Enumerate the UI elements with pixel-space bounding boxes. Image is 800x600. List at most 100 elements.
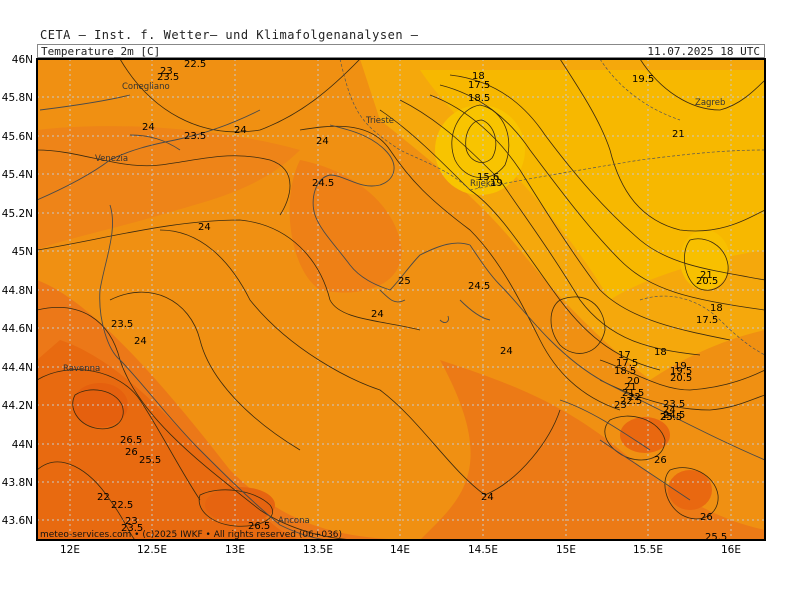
contour-label: 24 (198, 222, 211, 233)
y-tick: 45N (12, 246, 33, 258)
y-tick: 45.8N (2, 92, 33, 104)
y-tick: 46N (12, 54, 33, 66)
contour-label: 24 (134, 336, 147, 347)
x-tick: 16E (721, 544, 741, 556)
borders (339, 59, 765, 356)
contour-label: 23 (125, 516, 138, 527)
y-tick: 44.2N (2, 400, 33, 412)
y-tick: 45.6N (2, 131, 33, 143)
contour-label: 19 (490, 178, 503, 189)
x-tick: 13E (225, 544, 245, 556)
contour-label: 15.6 (477, 172, 499, 183)
y-tick: 45.4N (2, 169, 33, 181)
y-axis: 46N 45.8N 45.6N 45.4N 45.2N 45N 44.8N 44… (2, 54, 33, 527)
city-label: Ravenna (63, 364, 100, 374)
x-tick: 14.5E (468, 544, 498, 556)
contour-label: 23 (160, 66, 173, 77)
contour-label: 21 (624, 382, 637, 393)
x-tick: 15E (556, 544, 576, 556)
field-hot-north (37, 126, 300, 250)
contour-label: 23.5 (184, 131, 206, 142)
contour-label: 26 (654, 455, 667, 466)
contour-label: 22.5 (620, 396, 642, 407)
contour-labels: 22.5 23 23.5 24 23.5 24 24 24.5 24 25 24… (97, 59, 727, 543)
contour-label: 24.5 (663, 410, 685, 421)
contour-label: 20 (627, 376, 640, 387)
source-header: CETA — Inst. f. Wetter— und Klimafolgena… (40, 28, 419, 42)
contour-label: 18.5 (614, 366, 636, 377)
contour-label: 22.5 (184, 59, 206, 70)
field-hot-spot-s (205, 487, 275, 523)
contour-label: 24.5 (468, 281, 490, 292)
contour-label: 24 (500, 346, 513, 357)
contour-label: 24.5 (312, 178, 334, 189)
contour-label: 24 (371, 309, 384, 320)
city-label: Zagreb (695, 98, 725, 108)
y-tick: 44.6N (2, 323, 33, 335)
contour-label: 19 (674, 361, 687, 372)
contour-label: 24 (481, 492, 494, 503)
contour-label: 25 (660, 412, 673, 423)
contour-label: 17 (618, 350, 631, 361)
city-label: Conegliano (122, 82, 170, 92)
field-cold-core-east (680, 230, 730, 290)
map-field (37, 59, 765, 540)
contour-label: 23.5 (111, 319, 133, 330)
contour-label: 18 (654, 347, 667, 358)
city-label: Venezia (95, 154, 128, 164)
variable-label: Temperature_2m [C] (41, 45, 161, 58)
contour-label: 21.5 (622, 388, 644, 399)
contour-label: 24 (316, 136, 329, 147)
contour-label: 19.5 (632, 74, 654, 85)
contour-label: 26 (700, 512, 713, 523)
city-label: Ancona (278, 516, 310, 526)
contour-label: 22 (97, 492, 110, 503)
y-tick: 43.6N (2, 515, 33, 527)
contour-label: 26.5 (120, 435, 142, 446)
contour-label: 21 (672, 129, 685, 140)
x-tick: 12E (60, 544, 80, 556)
x-tick: 14E (390, 544, 410, 556)
contour-label: 21 (700, 270, 713, 281)
contour-label: 19.5 (670, 366, 692, 377)
y-tick: 44.4N (2, 362, 33, 374)
contour-label: 26 (125, 447, 138, 458)
y-tick: 43.8N (2, 477, 33, 489)
contour-label: 18.5 (468, 93, 490, 104)
contour-label: 23 (614, 400, 627, 411)
contour-label: 23.5 (121, 523, 143, 534)
y-tick: 45.2N (2, 208, 33, 220)
contour-label: 17.5 (696, 315, 718, 326)
contour-label: 23.5 (157, 72, 179, 83)
contour-label: 17.5 (616, 358, 638, 369)
contour-label: 25 (398, 276, 411, 287)
plot-frame (36, 58, 766, 541)
contour-label: 18 (472, 71, 485, 82)
contour-label: 20.5 (696, 276, 718, 287)
city-label: Rijeka (470, 179, 496, 189)
datetime-label: 11.07.2025 18 UTC (647, 45, 760, 58)
isotherms (37, 59, 765, 540)
contour-label: 25.5 (139, 455, 161, 466)
city-label: Trieste (365, 116, 394, 126)
y-tick: 44N (12, 439, 33, 451)
contour-label: 24 (663, 405, 676, 416)
field-cold-core (435, 105, 525, 195)
contour-label: 20.5 (670, 373, 692, 384)
coastline (37, 94, 765, 540)
contour-label: 24 (142, 122, 155, 133)
field-hot-spot-sw (72, 383, 128, 427)
x-axis: 12E 12.5E 13E 13.5E 14E 14.5E 15E 15.5E … (60, 544, 741, 556)
contour-label: 22 (628, 392, 641, 403)
graticule (37, 59, 765, 540)
field-hot-spot-se2 (668, 470, 712, 510)
contour-label: 22.5 (111, 500, 133, 511)
contour-label: 25.5 (660, 412, 682, 423)
contour-label: 24 (234, 125, 247, 136)
y-tick: 44.8N (2, 285, 33, 297)
contour-label: 17.5 (468, 80, 490, 91)
copyright-footer: meteo-services.com • (c)2025 IWKF • All … (40, 530, 342, 540)
x-tick: 13.5E (303, 544, 333, 556)
contour-label: 26.5 (248, 521, 270, 532)
